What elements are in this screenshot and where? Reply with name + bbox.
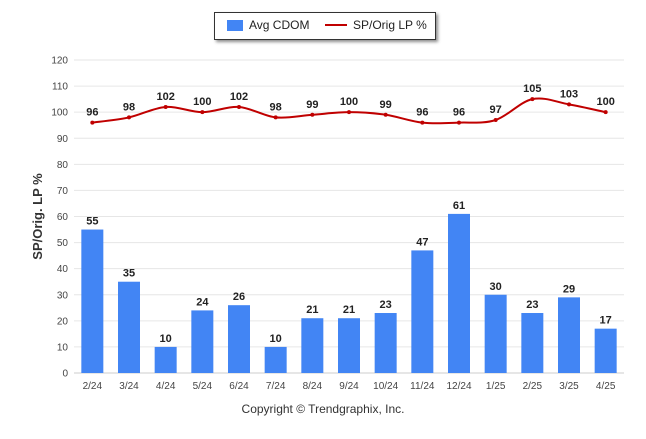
bar-data-label: 61 [453, 200, 465, 212]
bar-data-label: 17 [600, 315, 612, 327]
y-tick-label: 30 [57, 290, 69, 301]
line-point [347, 110, 351, 115]
bar [301, 318, 324, 373]
y-tick-label: 20 [57, 316, 69, 327]
x-tick-label: 9/24 [339, 381, 359, 392]
bar-data-label: 21 [343, 304, 355, 316]
line-point [567, 102, 571, 107]
bar [81, 229, 104, 373]
bar [484, 294, 507, 373]
bar-data-label: 26 [233, 291, 245, 303]
bar-data-label: 23 [380, 299, 392, 311]
y-tick-label: 50 [57, 238, 69, 249]
legend-item-bar-series: Avg CDOM [227, 18, 309, 32]
line-data-label: 98 [123, 101, 135, 113]
y-tick-label: 80 [57, 160, 69, 171]
line-data-label: 96 [416, 107, 428, 119]
line-data-label: 100 [340, 96, 358, 108]
line-data-label: 105 [523, 83, 541, 95]
line-point [237, 104, 241, 109]
bar [374, 313, 397, 373]
line-point [457, 120, 461, 125]
y-tick-label: 90 [57, 134, 69, 145]
bar [264, 346, 287, 373]
line-point [273, 115, 278, 120]
line-point [310, 112, 315, 117]
legend-line-swatch [325, 24, 347, 26]
bar-data-label: 55 [86, 216, 98, 228]
y-tick-label: 120 [51, 56, 68, 67]
bar-data-label: 24 [196, 296, 209, 308]
line-data-label: 99 [380, 99, 392, 111]
x-tick-label: 4/24 [156, 381, 176, 392]
bar [118, 281, 140, 373]
bar-data-label: 10 [160, 333, 172, 345]
bar [558, 297, 580, 373]
line-data-label: 100 [193, 96, 211, 108]
y-tick-label: 110 [52, 82, 68, 93]
line-point [493, 117, 498, 122]
legend-bar-label: Avg CDOM [249, 18, 310, 32]
bar-data-label: 29 [563, 283, 575, 295]
copyright-text: Copyright © Trendgraphix, Inc. [241, 402, 405, 416]
x-tick-label: 11/24 [410, 381, 435, 392]
line-data-label: 96 [86, 107, 98, 119]
line-data-label: 103 [560, 88, 578, 100]
bar-data-label: 23 [526, 299, 538, 311]
x-tick-label: 2/25 [523, 381, 543, 392]
bar [154, 346, 177, 373]
line-data-label: 99 [306, 99, 318, 111]
line-point [603, 110, 608, 115]
bar [594, 328, 617, 373]
bar-data-label: 10 [270, 333, 282, 345]
legend: Avg CDOM SP/Orig LP % [214, 12, 436, 40]
line-data-label: 98 [270, 101, 282, 113]
y-tick-label: 60 [57, 212, 69, 223]
bar-data-label: 30 [490, 281, 502, 293]
line-point [420, 120, 425, 125]
y-tick-label: 100 [51, 108, 68, 119]
x-tick-label: 4/25 [596, 381, 616, 392]
bar [521, 313, 544, 373]
line-data-label: 97 [490, 104, 502, 116]
line-point [383, 112, 388, 117]
bar [228, 305, 250, 373]
bar-data-label: 47 [416, 236, 428, 248]
bar-data-label: 21 [306, 304, 318, 316]
y-tick-label: 10 [57, 342, 69, 353]
bar [448, 213, 470, 373]
x-tick-label: 7/24 [266, 381, 286, 392]
x-tick-label: 1/25 [486, 381, 506, 392]
x-tick-label: 6/24 [229, 381, 249, 392]
x-tick-label: 3/25 [559, 381, 579, 392]
legend-item-line-series: SP/Orig LP % [325, 18, 427, 32]
bar-data-label: 35 [123, 268, 135, 280]
x-tick-label: 5/24 [193, 381, 213, 392]
x-tick-label: 10/24 [373, 381, 398, 392]
line-data-label: 96 [453, 107, 465, 119]
bar [411, 250, 434, 373]
y-tick-label: 40 [57, 264, 69, 275]
line-data-label: 102 [156, 91, 174, 103]
y-tick-label: 70 [57, 186, 69, 197]
legend-line-label: SP/Orig LP % [353, 18, 427, 32]
legend-bar-swatch [227, 19, 243, 31]
y-axis-title: SP/Orig. LP % [30, 173, 45, 260]
line-data-label: 100 [596, 96, 614, 108]
x-tick-label: 3/24 [119, 381, 139, 392]
y-tick-label: 0 [62, 369, 68, 380]
line-point [127, 115, 131, 120]
line-point [163, 104, 168, 109]
x-tick-label: 8/24 [303, 381, 323, 392]
x-tick-label: 2/24 [83, 381, 103, 392]
line-data-label: 102 [230, 91, 248, 103]
line-point [530, 97, 535, 102]
x-tick-label: 12/24 [446, 381, 471, 392]
bar [191, 310, 214, 373]
line-point [90, 120, 95, 125]
bar [338, 318, 360, 373]
line-point [200, 110, 205, 115]
